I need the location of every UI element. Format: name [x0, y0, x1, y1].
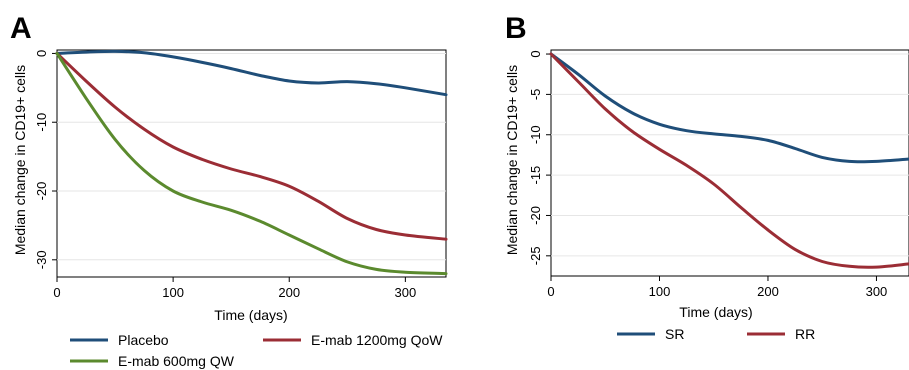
panel-b-legend: SR RR — [617, 326, 815, 342]
y-tick-label: -30 — [34, 250, 49, 269]
panel-a-x-axis-title: Time (days) — [214, 307, 287, 323]
panel-a-y-axis-title: Median change in CD19+ cells — [12, 65, 28, 255]
series-line-emab-1200 — [55, 51, 448, 241]
series-line-placebo — [55, 49, 448, 97]
x-tick-label: 0 — [547, 284, 554, 299]
legend-label-sr: SR — [665, 326, 684, 342]
x-tick-label: 200 — [757, 284, 779, 299]
panel-b-series-lines — [549, 52, 909, 269]
y-tick-label: -5 — [528, 89, 543, 101]
x-tick-label: 100 — [649, 284, 671, 299]
y-tick-label: -20 — [528, 206, 543, 225]
x-tick-label: 200 — [278, 285, 300, 300]
y-tick-label: -20 — [34, 182, 49, 201]
panel-a-ticks: 0 -10 -20 -30 0 100 200 300 — [34, 50, 416, 300]
x-tick-label: 100 — [162, 285, 184, 300]
y-tick-label: -10 — [528, 125, 543, 144]
panel-a-gridlines — [57, 52, 446, 261]
x-tick-label: 0 — [53, 285, 60, 300]
panel-b-letter: B — [505, 12, 527, 45]
series-line-sr — [549, 52, 909, 164]
panel-b-ticks: 0 -5 -10 -15 -20 -25 0 100 200 300 — [528, 50, 887, 299]
panel-a-legend: Placebo E-mab 1200mg QoW E-mab 600mg QW — [70, 332, 443, 369]
panel-b-y-axis-title: Median change in CD19+ cells — [504, 65, 520, 255]
x-tick-label: 300 — [395, 285, 417, 300]
panel-b-x-axis-title: Time (days) — [679, 304, 752, 320]
x-tick-label: 300 — [866, 284, 888, 299]
y-tick-label: -15 — [528, 166, 543, 185]
panel-a-plot-frame — [56, 49, 447, 278]
panel-b-plot-frame — [550, 49, 909, 277]
panel-a-letter: A — [10, 12, 32, 45]
series-line-emab-600 — [55, 51, 448, 276]
y-tick-label: -10 — [34, 113, 49, 132]
panel-b: B 0-5-10-15-20-250 100 200 300 Time (days) … — [504, 12, 909, 342]
legend-label-rr: RR — [795, 326, 815, 342]
legend-label-emab-600: E-mab 600mg QW — [118, 353, 235, 369]
y-tick-label: 0 — [528, 50, 543, 57]
panel-a: A 0 -10 -20 -30 0 100 200 300 Time (days) Media… — [10, 12, 448, 369]
series-line-rr — [549, 52, 909, 269]
y-tick-label: -25 — [528, 246, 543, 265]
legend-label-emab-1200: E-mab 1200mg QoW — [311, 332, 443, 348]
legend-label-placebo: Placebo — [118, 332, 169, 348]
panel-a-series-lines — [55, 49, 448, 276]
y-tick-label: 0 — [34, 50, 49, 57]
